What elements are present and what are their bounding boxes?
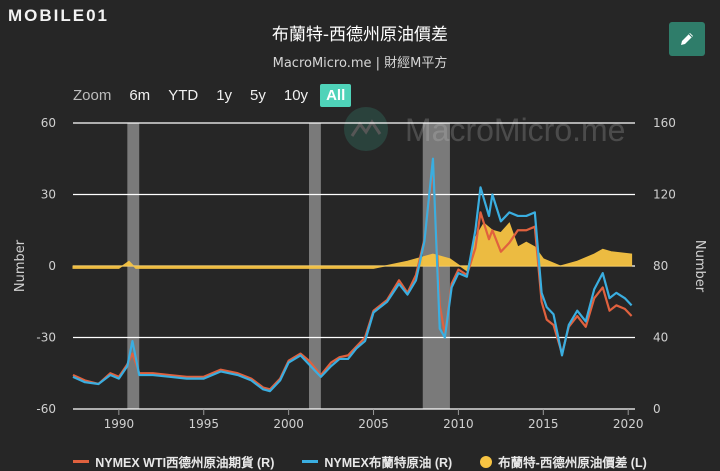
x-tick-label: 2000 (273, 417, 304, 431)
chart-subtitle: MacroMicro.me | 財經M平方 (272, 56, 448, 71)
y-tick-label-right: 0 (653, 402, 661, 416)
x-tick-label: 2010 (443, 417, 474, 431)
zoom-1y-button[interactable]: 1y (216, 87, 233, 104)
y-tick-label-left: 0 (48, 259, 56, 273)
legend-item-wti[interactable]: NYMEX WTI西德州原油期貨 (R) (73, 452, 274, 471)
zoom-5y-button[interactable]: 5y (250, 87, 266, 104)
y-tick-label-left: 30 (41, 188, 56, 202)
y-tick-label-right: 160 (653, 116, 676, 130)
pencil-icon (681, 33, 693, 45)
watermark-logo-mark (350, 119, 382, 137)
zoom-6m-button[interactable]: 6m (129, 87, 151, 104)
y-tick-label-right: 40 (653, 331, 668, 345)
watermark: MacroMicro.me (344, 107, 625, 151)
y-tick-label-left: -30 (36, 331, 56, 345)
x-tick-label: 2020 (613, 417, 644, 431)
watermark-text: MacroMicro.me (405, 112, 625, 148)
legend-label-wti: NYMEX WTI西德州原油期貨 (R) (95, 456, 275, 470)
x-tick-label: 1990 (104, 417, 135, 431)
mobile01-logo: MOBILE01 (8, 6, 109, 26)
watermark-logo-icon (344, 107, 388, 151)
legend-label-brent: NYMEX布蘭特原油 (R) (324, 456, 453, 470)
series-wti-line (72, 166, 633, 391)
legend-label-spread: 布蘭特-西德州原油價差 (L) (498, 456, 647, 470)
zoom-ytd-button[interactable]: YTD (168, 87, 199, 104)
y-axis-title-left: Number (13, 239, 28, 292)
edit-button[interactable] (669, 22, 705, 56)
zoom-selector: Zoom 6m YTD 1y 5y 10y All (73, 84, 357, 107)
zoom-label: Zoom (73, 87, 112, 104)
y-axis-title-right: Number (692, 240, 707, 293)
y-tick-label-left: -60 (36, 402, 56, 416)
chart-title: 布蘭特-西德州原油價差 (271, 25, 449, 45)
x-tick-label: 1995 (188, 417, 219, 431)
legend-line-swatch (302, 460, 319, 463)
legend-item-spread[interactable]: 布蘭特-西德州原油價差 (L) (480, 452, 647, 471)
logo-text: MOBILE01 (8, 6, 110, 25)
x-tick-label: 2005 (358, 417, 389, 431)
series-spread-area (72, 222, 633, 272)
y-tick-label-right: 120 (653, 188, 676, 202)
chart-legend: NYMEX WTI西德州原油期貨 (R) NYMEX布蘭特原油 (R) 布蘭特-… (0, 452, 720, 471)
x-tick-label: 2015 (528, 417, 559, 431)
zoom-all-button[interactable]: All (320, 84, 352, 107)
legend-item-brent[interactable]: NYMEX布蘭特原油 (R) (302, 452, 452, 471)
y-tick-label-left: 60 (41, 116, 56, 130)
series-brent-line (72, 157, 633, 393)
legend-line-swatch (73, 460, 90, 463)
zoom-10y-button[interactable]: 10y (283, 87, 309, 104)
y-tick-label-right: 80 (653, 259, 668, 273)
legend-dot-swatch (480, 455, 493, 468)
